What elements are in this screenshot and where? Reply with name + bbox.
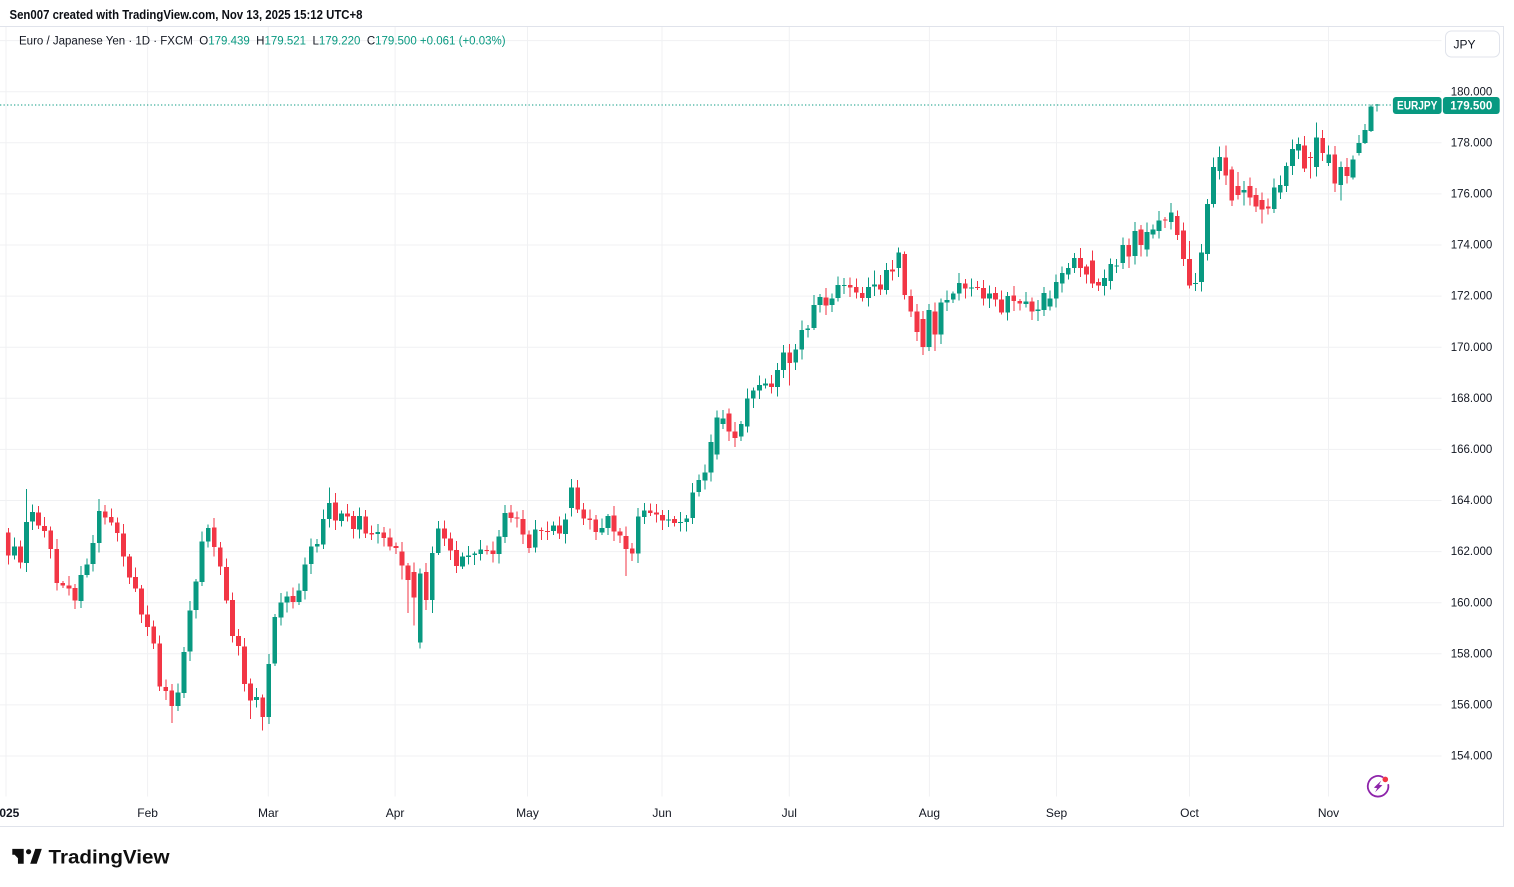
svg-text:160.000: 160.000 bbox=[1451, 597, 1493, 609]
svg-text:174.000: 174.000 bbox=[1451, 240, 1493, 252]
svg-text:164.000: 164.000 bbox=[1451, 495, 1493, 507]
svg-text:176.000: 176.000 bbox=[1451, 189, 1493, 201]
svg-text:Sep: Sep bbox=[1046, 806, 1068, 820]
svg-text:Aug: Aug bbox=[919, 806, 940, 820]
svg-text:172.000: 172.000 bbox=[1451, 291, 1493, 303]
svg-text:TradingView: TradingView bbox=[49, 848, 170, 869]
svg-text:168.000: 168.000 bbox=[1451, 393, 1493, 405]
svg-text:EURJPY: EURJPY bbox=[1397, 101, 1438, 113]
svg-text:2025: 2025 bbox=[0, 806, 20, 820]
svg-text:Nov: Nov bbox=[1318, 806, 1339, 820]
svg-text:May: May bbox=[516, 806, 539, 820]
svg-text:162.000: 162.000 bbox=[1451, 546, 1493, 558]
svg-text:Mar: Mar bbox=[258, 806, 279, 820]
svg-text:170.000: 170.000 bbox=[1451, 342, 1493, 354]
svg-text:179.500: 179.500 bbox=[1450, 101, 1492, 113]
svg-text:Feb: Feb bbox=[137, 806, 158, 820]
svg-text:178.000: 178.000 bbox=[1451, 137, 1493, 149]
svg-text:Euro / Japanese Yen · 1D · FXC: Euro / Japanese Yen · 1D · FXCM O179.439… bbox=[19, 36, 506, 48]
svg-text:Apr: Apr bbox=[386, 806, 405, 820]
svg-text:156.000: 156.000 bbox=[1451, 700, 1493, 712]
svg-text:Oct: Oct bbox=[1180, 806, 1199, 820]
svg-text:158.000: 158.000 bbox=[1451, 648, 1493, 660]
svg-text:Sen007 created with TradingVie: Sen007 created with TradingView.com, Nov… bbox=[10, 7, 363, 22]
svg-text:154.000: 154.000 bbox=[1451, 751, 1493, 763]
svg-text:JPY: JPY bbox=[1453, 37, 1475, 51]
svg-text:Jun: Jun bbox=[652, 806, 671, 820]
svg-text:Jul: Jul bbox=[782, 806, 797, 820]
svg-text:180.000: 180.000 bbox=[1451, 86, 1493, 98]
svg-text:166.000: 166.000 bbox=[1451, 444, 1493, 456]
